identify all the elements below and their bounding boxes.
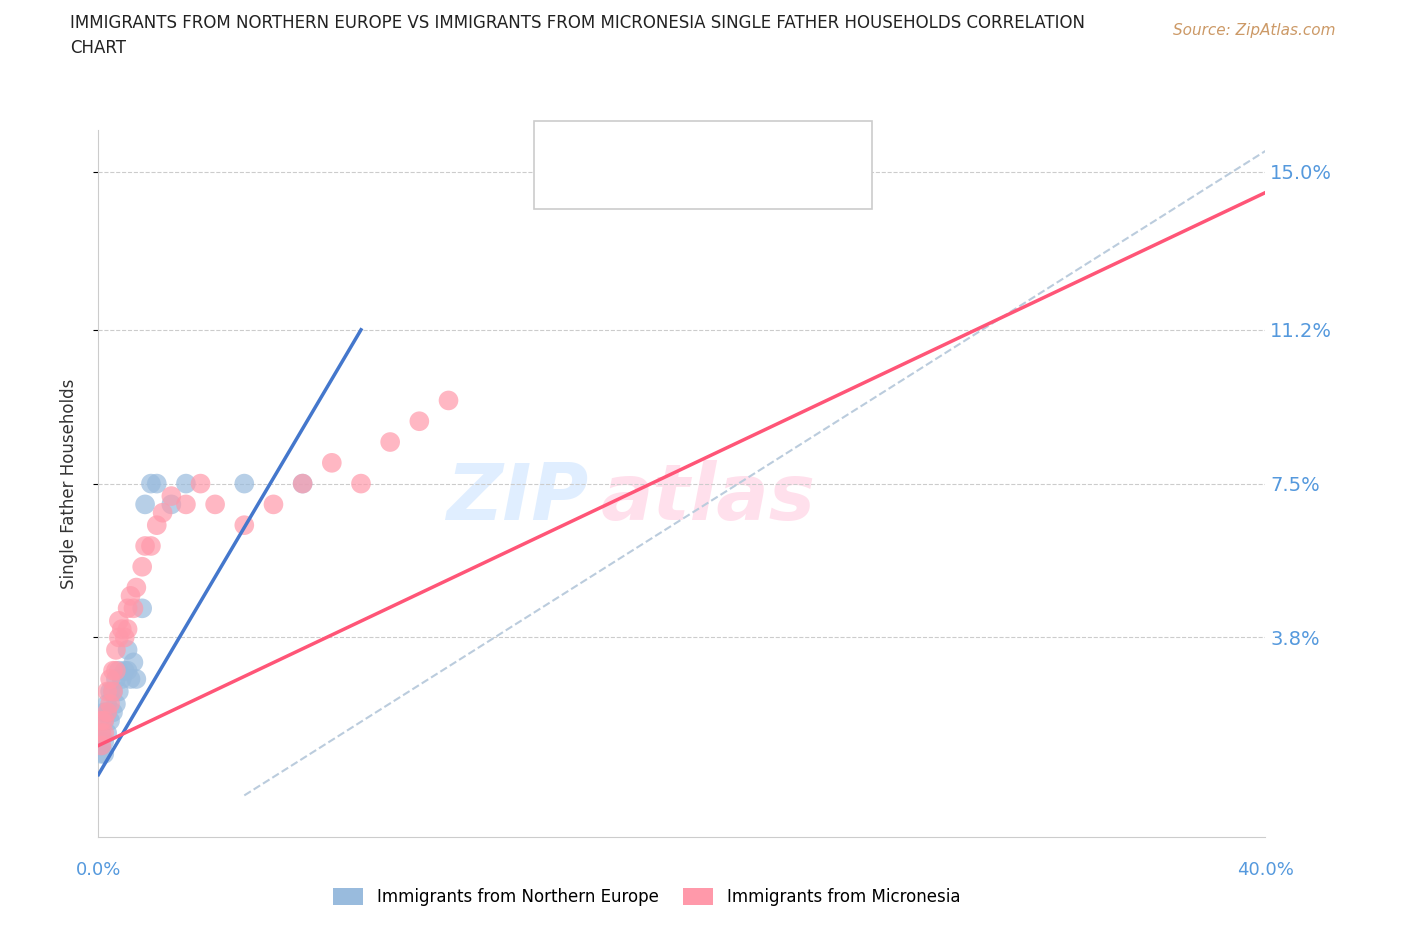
Point [160, 497, 183, 512]
Bar [548, 132, 582, 161]
Point [174, 476, 197, 491]
Point [122, 601, 145, 616]
Point [96, 697, 118, 711]
Point [131, 559, 153, 574]
Point [233, 476, 256, 491]
Point [108, 630, 131, 644]
Point [104, 671, 127, 686]
Point [93, 734, 115, 749]
Point [98, 671, 121, 686]
Text: atlas: atlas [600, 459, 815, 536]
Point [262, 497, 284, 512]
Legend: Immigrants from Northern Europe, Immigrants from Micronesia: Immigrants from Northern Europe, Immigra… [326, 881, 967, 912]
Point [291, 476, 314, 491]
Text: 40.0%: 40.0% [1237, 860, 1294, 879]
Point [96, 684, 118, 699]
Point [378, 434, 402, 449]
Point [204, 497, 226, 512]
Point [90, 738, 112, 753]
Point [98, 697, 121, 711]
Point [350, 476, 373, 491]
Point [134, 497, 156, 512]
Point [152, 505, 174, 520]
Bar [548, 170, 582, 199]
Point [291, 476, 314, 491]
Point [93, 713, 115, 728]
Point [321, 456, 343, 471]
Point [90, 738, 112, 753]
Point [134, 538, 156, 553]
Point [90, 713, 112, 728]
Point [120, 589, 142, 604]
Point [108, 663, 131, 678]
FancyBboxPatch shape [534, 121, 872, 209]
Point [104, 663, 127, 678]
Point [122, 655, 145, 670]
Point [111, 671, 134, 686]
Point [139, 538, 162, 553]
Text: R = 0.679: R = 0.679 [595, 176, 693, 193]
Text: R = 0.414: R = 0.414 [595, 138, 693, 155]
Point [114, 663, 136, 678]
Point [160, 488, 183, 503]
Point [96, 705, 118, 720]
Point [125, 580, 148, 595]
Point [120, 671, 142, 686]
Point [101, 663, 124, 678]
Point [146, 476, 169, 491]
Point [101, 684, 124, 699]
Point [233, 518, 256, 533]
Point [90, 747, 112, 762]
Point [437, 393, 460, 408]
Point [104, 697, 127, 711]
Point [111, 621, 134, 636]
Text: 0.0%: 0.0% [76, 860, 121, 879]
Point [101, 705, 124, 720]
Point [90, 725, 112, 740]
Point [125, 671, 148, 686]
Text: N = 39: N = 39 [744, 176, 811, 193]
Point [117, 621, 139, 636]
Point [139, 476, 162, 491]
Point [101, 684, 124, 699]
Point [190, 476, 212, 491]
Point [131, 601, 153, 616]
Point [146, 518, 169, 533]
Y-axis label: Single Father Households: Single Father Households [59, 379, 77, 589]
Point [108, 614, 131, 629]
Point [98, 684, 121, 699]
Point [117, 601, 139, 616]
Point [98, 713, 121, 728]
Point [93, 747, 115, 762]
Point [174, 497, 197, 512]
Point [104, 643, 127, 658]
Point [93, 705, 115, 720]
Point [93, 725, 115, 740]
Text: IMMIGRANTS FROM NORTHERN EUROPE VS IMMIGRANTS FROM MICRONESIA SINGLE FATHER HOUS: IMMIGRANTS FROM NORTHERN EUROPE VS IMMIG… [70, 14, 1085, 57]
Point [93, 713, 115, 728]
Point [114, 630, 136, 644]
Point [96, 725, 118, 740]
Point [117, 643, 139, 658]
Point [408, 414, 430, 429]
Text: ZIP: ZIP [446, 459, 589, 536]
Text: N = 33: N = 33 [744, 138, 811, 155]
Point [117, 663, 139, 678]
Text: Source: ZipAtlas.com: Source: ZipAtlas.com [1173, 23, 1336, 38]
Point [108, 684, 131, 699]
Point [96, 705, 118, 720]
Point [90, 725, 112, 740]
